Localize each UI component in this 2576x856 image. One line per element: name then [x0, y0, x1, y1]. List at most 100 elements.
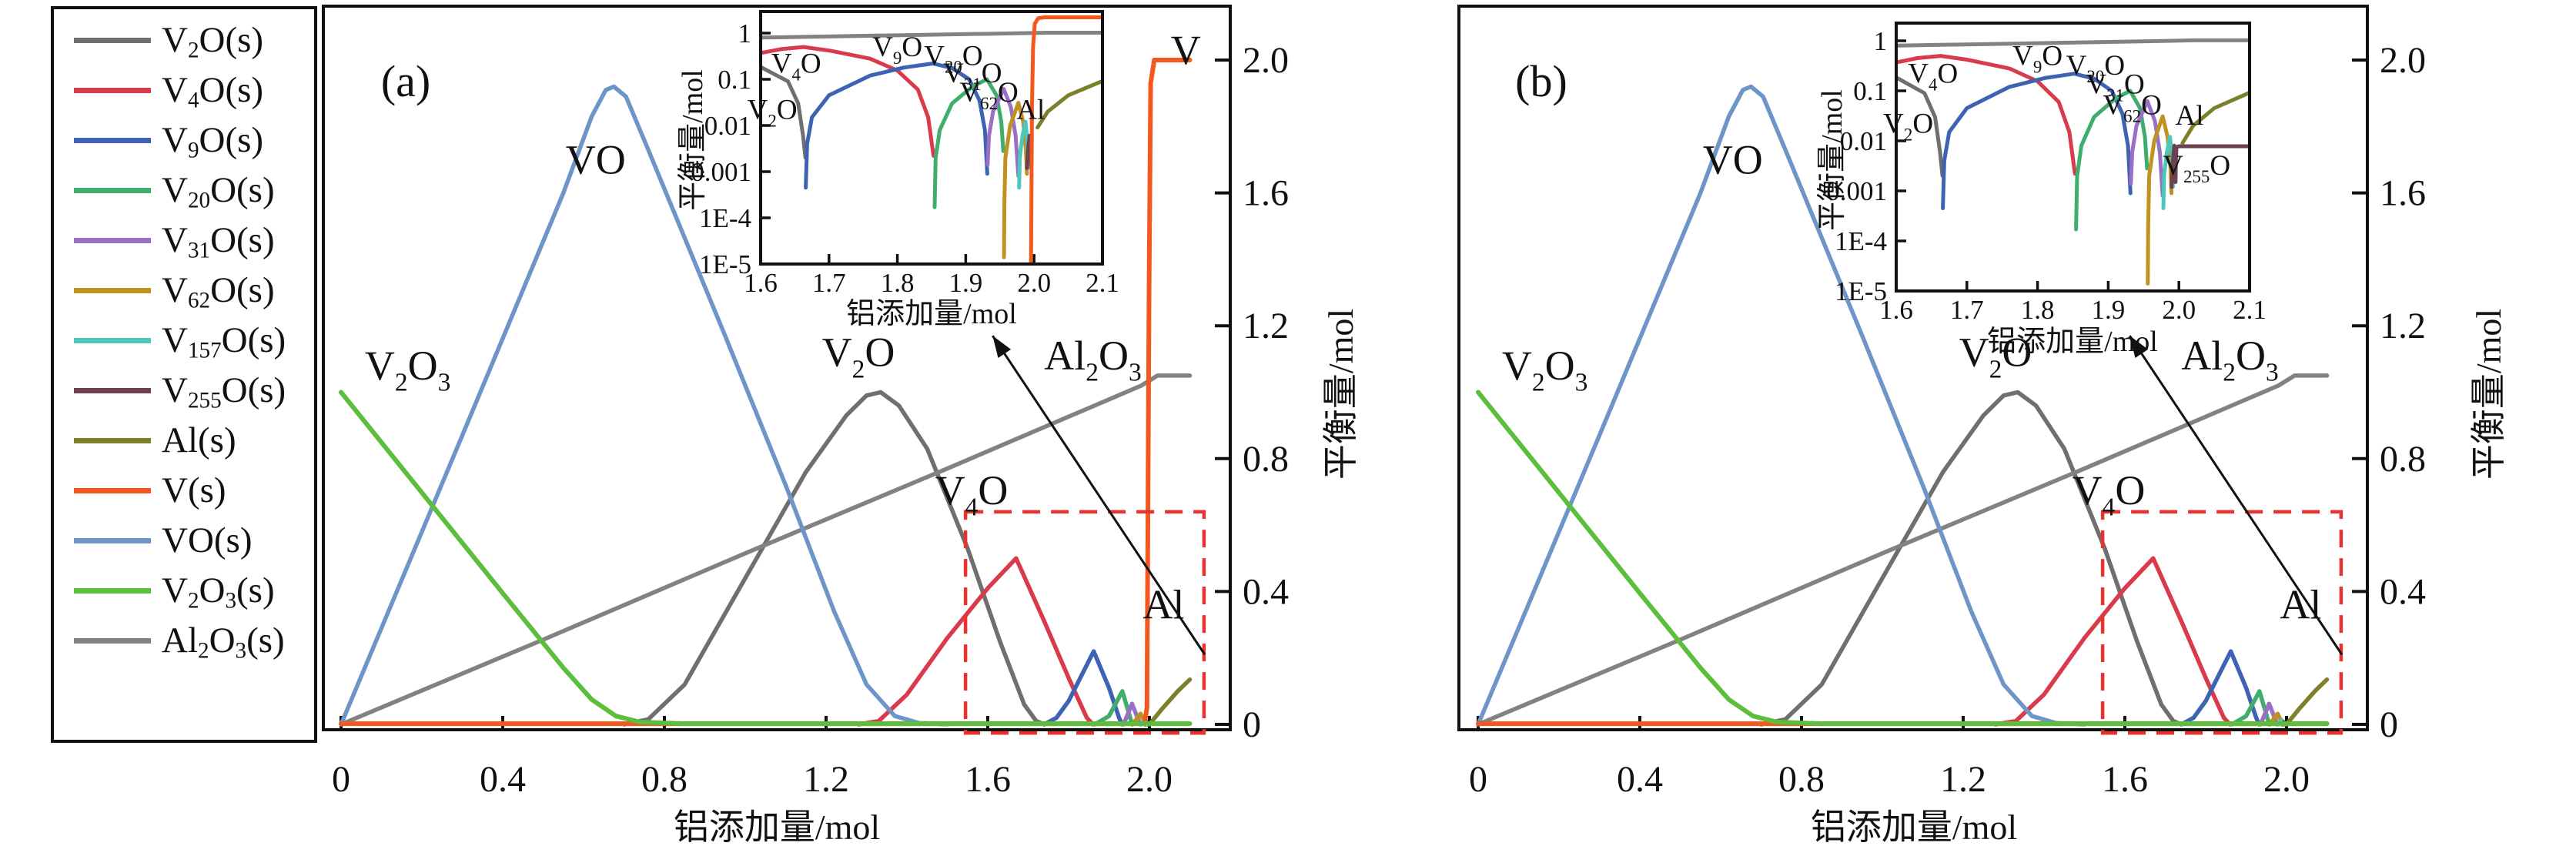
curve-label: V2O3 — [1502, 343, 1587, 397]
x-tick-label: 1.6 — [965, 759, 1011, 800]
inset-curve-label: V62O — [959, 77, 1018, 113]
plot-frame — [322, 5, 1232, 731]
inset-y-axis-label: 平衡量/mol — [677, 69, 709, 211]
inset-series — [762, 15, 1101, 262]
inset-pointer-arrow — [2129, 335, 2343, 656]
inset-x-tick-label: 2.1 — [1086, 268, 1119, 298]
inset-series-V255O — [2170, 143, 2248, 189]
inset-x-tick-label: 1.8 — [881, 268, 915, 298]
y-axis-label: 平衡量/mol — [1321, 309, 1360, 480]
x-tick-label: 2.0 — [2263, 759, 2310, 800]
inset-x-axis-label: 铝添加量/mol — [846, 298, 1017, 330]
legend-swatch-V — [74, 487, 151, 493]
legend-label-Al2O3: Al2O3(s) — [162, 620, 285, 663]
series-Al — [1147, 677, 1193, 727]
curve-label: VO — [1703, 136, 1763, 182]
curve-label: V2O — [1959, 329, 2032, 384]
inset-pointer-arrowhead — [992, 336, 1012, 358]
series-V4O — [1993, 556, 2233, 727]
legend-label-V62O: V62O(s) — [162, 269, 275, 313]
series-VO — [339, 84, 950, 727]
panel-(b): 0 0.4 0.8 1.2 1.6 2.000.40.81.21.62.0铝添加量/mol… — [1457, 5, 2508, 847]
series-V2O3 — [339, 390, 1193, 727]
x-tick-label: 0.8 — [1778, 759, 1825, 800]
main-series — [339, 58, 1193, 727]
legend-swatch-V2O — [74, 37, 151, 43]
curve-label: V2O — [822, 329, 895, 384]
inset-y-tick-label: 0.001 — [691, 157, 751, 187]
legend-label-V4O: V4O(s) — [162, 69, 264, 112]
curve-label: Al — [1142, 582, 1184, 628]
curve-label: V4O — [935, 467, 1009, 522]
legend-swatch-V9O — [74, 137, 151, 143]
inset-y-axis-label: 平衡量/mol — [1816, 89, 1848, 231]
inset: 1.6 1.7 1.8 1.9 2.0 2.1 1 0.1 0.01 0.001 1E-4 1E-5 铝… — [1816, 22, 2267, 358]
legend-swatch-V4O — [74, 87, 151, 93]
y-tick-label: 0.8 — [2380, 439, 2426, 480]
legend-item-V255O: V255O(s) — [54, 366, 314, 415]
inset-series-V62O — [2146, 114, 2174, 286]
legend-label-V9O: V9O(s) — [162, 119, 264, 162]
inset-series-V31O — [2129, 99, 2165, 198]
y-tick-label: 0 — [1243, 704, 1261, 745]
inset-y-tick-label: 1E-5 — [1835, 276, 1887, 306]
legend-label-V20O: V20O(s) — [162, 169, 275, 212]
legend-label-V157O: V157O(s) — [162, 319, 286, 363]
curve-label: Al2O3 — [1044, 333, 1141, 387]
x-tick-label: 2.0 — [1126, 759, 1173, 800]
legend-swatch-V255O — [74, 387, 151, 393]
legend-item-V2O: V2O(s) — [54, 15, 314, 65]
y-tick-label: 1.6 — [1243, 173, 1289, 214]
inset-curve-label: V9O — [872, 32, 922, 68]
y-tick-label: 0 — [2380, 704, 2398, 745]
legend-item-VO: VO(s) — [54, 516, 314, 565]
inset-curve-label: V2O — [748, 94, 798, 130]
inset-series-V62O — [1002, 101, 1029, 259]
legend-item-V9O: V9O(s) — [54, 115, 314, 165]
inset-x-axis-label: 铝添加量/mol — [1987, 326, 2158, 358]
inset-x-tick-label: 1.9 — [2092, 295, 2126, 325]
curve-label: Al — [2280, 582, 2321, 628]
series-Al — [2284, 677, 2330, 727]
legend-swatch-V157O — [74, 337, 151, 343]
legend-swatch-V62O — [74, 287, 151, 293]
x-tick-label: 0.4 — [1617, 759, 1663, 800]
legend-label-Al: Al(s) — [162, 420, 236, 460]
inset-curve-label: V31O — [2086, 69, 2144, 105]
x-tick-label: 0 — [332, 759, 350, 800]
legend-label-VO: VO(s) — [162, 520, 253, 560]
inset-curve-label: V2O — [1883, 109, 1933, 145]
legend-item-V2O3: V2O3(s) — [54, 566, 314, 615]
legend-swatch-Al2O3 — [74, 637, 151, 644]
series-V4O — [856, 556, 1096, 727]
series-V2O — [621, 390, 1047, 727]
x-tick-label: 1.6 — [2102, 759, 2148, 800]
inset-series-V2O — [1898, 75, 1945, 178]
x-axis-label: 铝添加量/mol — [1811, 808, 2017, 847]
inset-series-V9O — [1941, 72, 2133, 210]
legend-swatch-Al — [74, 437, 151, 443]
inset-x-tick-label: 1.7 — [812, 268, 846, 298]
legend-label-V31O: V31O(s) — [162, 219, 275, 262]
legend-swatch-V20O — [74, 187, 151, 193]
y-tick-label: 2.0 — [1243, 40, 1289, 81]
inset-series-Al — [2180, 91, 2248, 145]
x-tick-label: 0 — [1469, 759, 1487, 800]
legend-item-V4O: V4O(s) — [54, 65, 314, 115]
y-tick-label: 1.2 — [2380, 306, 2426, 346]
inset-series-V2O — [762, 65, 808, 160]
legend-label-V2O: V2O(s) — [162, 19, 264, 62]
inset-series-V4O — [1898, 54, 2077, 176]
inset-curve-label: V20O — [924, 41, 982, 77]
curve-label: VO — [566, 136, 626, 182]
legend-item-V31O: V31O(s) — [54, 216, 314, 265]
series-V2O3 — [1476, 390, 2330, 727]
y-tick-label: 1.6 — [2380, 173, 2426, 214]
series-VO — [1476, 84, 2087, 727]
x-tick-label: 0.8 — [641, 759, 687, 800]
inset-curve-label: V62O — [2103, 89, 2161, 125]
inset-x-tick-label: 2.0 — [1017, 268, 1051, 298]
legend-item-Al2O3: Al2O3(s) — [54, 616, 314, 665]
inset-series-V31O — [985, 87, 1021, 179]
